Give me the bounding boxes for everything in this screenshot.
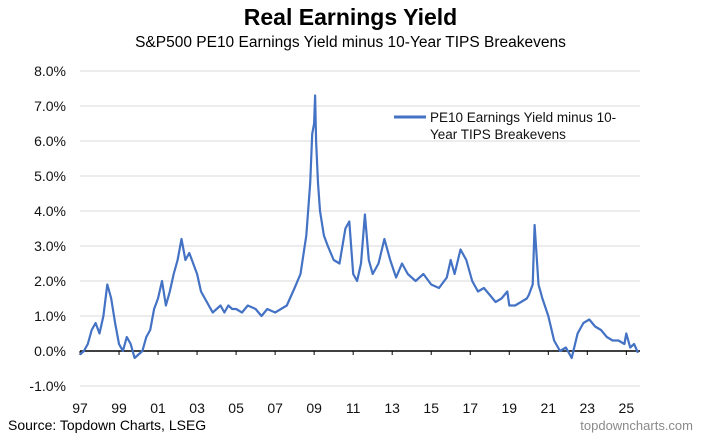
y-tick-label: 0.0% [34,343,66,359]
x-tick-label: 07 [267,400,283,416]
y-tick-label: 5.0% [34,168,66,184]
x-tick-label: 97 [72,400,88,416]
x-tick-label: 15 [423,400,439,416]
x-tick-label: 23 [580,400,596,416]
y-tick-label: 2.0% [34,273,66,289]
chart-title: Real Earnings Yield [243,4,458,30]
y-tick-label: 6.0% [34,133,66,149]
x-tick-label: 17 [462,400,478,416]
series-line [79,94,640,360]
x-tick-label: 99 [111,400,127,416]
y-tick-label: -1.0% [29,378,66,394]
y-tick-label: 7.0% [34,98,66,114]
source-note: Source: Topdown Charts, LSEG [8,417,207,433]
y-tick-label: 8.0% [34,63,66,79]
chart-subtitle: S&P500 PE10 Earnings Yield minus 10-Year… [135,34,566,51]
y-tick-label: 3.0% [34,238,66,254]
x-tick-label: 09 [306,400,322,416]
legend: PE10 Earnings Yield minus 10- Year TIPS B… [394,110,616,142]
x-tick-label: 05 [228,400,244,416]
series-layer [79,94,640,360]
gridlines [80,70,640,387]
x-tick-label: 25 [619,400,635,416]
x-tick-label: 03 [189,400,205,416]
x-tick-label: 19 [501,400,517,416]
x-axis-ticks: 97 99 01 03 05 07 09 11 13 15 17 19 21 23 25 [72,350,640,416]
y-tick-label: 1.0% [34,308,66,324]
x-tick-label: 01 [150,400,166,416]
x-tick-label: 21 [541,400,557,416]
x-tick-label: 13 [384,400,400,416]
legend-label: PE10 Earnings Yield minus 10- [430,110,616,125]
y-tick-label: 4.0% [34,203,66,219]
y-axis-ticks: -1.0% 0.0% 1.0% 2.0% 3.0% 4.0% 5.0% 6.0% 7.0% 8.0… [29,63,66,394]
legend-label: Year TIPS Breakevens [430,127,566,142]
website-credit: topdowncharts.com [580,418,693,433]
x-tick-label: 11 [346,400,361,416]
